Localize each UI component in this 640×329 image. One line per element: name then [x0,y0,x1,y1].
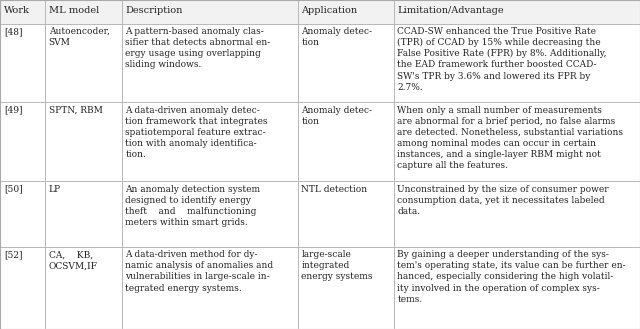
Bar [122,0,298,24]
Text: [48]: [48] [4,27,22,36]
Bar [45,24,122,102]
Text: NTL detection: NTL detection [301,185,367,193]
Text: A data-driven method for dy-
namic analysis of anomalies and
vulnerabilities in : A data-driven method for dy- namic analy… [125,250,273,292]
Text: ML model: ML model [49,6,99,14]
Bar [298,0,394,24]
Text: CA,    KB,
OCSVM,IF: CA, KB, OCSVM,IF [49,250,98,270]
Bar [0,24,45,102]
Text: SPTN, RBM: SPTN, RBM [49,106,102,115]
Text: CCAD-SW enhanced the True Positive Rate
(TPR) of CCAD by 15% while decreasing th: CCAD-SW enhanced the True Positive Rate … [397,27,607,92]
Text: An anomaly detection system
designed to identify energy
theft    and    malfunct: An anomaly detection system designed to … [125,185,260,227]
Bar [298,24,394,102]
Text: LP: LP [49,185,61,193]
Bar [394,247,640,329]
Text: When only a small number of measurements
are abnormal for a brief period, no fal: When only a small number of measurements… [397,106,623,170]
Bar [122,181,298,247]
Bar [0,181,45,247]
Text: Autoencoder,
SVM: Autoencoder, SVM [49,27,109,47]
Text: A pattern-based anomaly clas-
sifier that detects abnormal en-
ergy usage using : A pattern-based anomaly clas- sifier tha… [125,27,271,69]
Text: Work: Work [4,6,29,14]
Bar [394,0,640,24]
Text: Application: Application [301,6,358,14]
Text: Limitation/Advantage: Limitation/Advantage [397,6,504,14]
Bar [45,0,122,24]
Bar [45,247,122,329]
Text: large-scale
integrated
energy systems: large-scale integrated energy systems [301,250,373,282]
Text: Description: Description [125,6,183,14]
Text: [49]: [49] [4,106,22,115]
Text: Unconstrained by the size of consumer power
consumption data, yet it necessitate: Unconstrained by the size of consumer po… [397,185,609,216]
Bar [394,102,640,181]
Text: Anomaly detec-
tion: Anomaly detec- tion [301,106,372,126]
Bar [122,247,298,329]
Bar [298,247,394,329]
Text: A data-driven anomaly detec-
tion framework that integrates
spatiotemporal featu: A data-driven anomaly detec- tion framew… [125,106,268,159]
Bar [0,102,45,181]
Bar [394,24,640,102]
Text: [52]: [52] [4,250,22,259]
Bar [298,181,394,247]
Text: By gaining a deeper understanding of the sys-
tem's operating state, its value c: By gaining a deeper understanding of the… [397,250,626,304]
Bar [298,102,394,181]
Text: Anomaly detec-
tion: Anomaly detec- tion [301,27,372,47]
Text: [50]: [50] [4,185,22,193]
Bar [122,102,298,181]
Bar [0,247,45,329]
Bar [0,0,45,24]
Bar [122,24,298,102]
Bar [394,181,640,247]
Bar [45,102,122,181]
Bar [45,181,122,247]
